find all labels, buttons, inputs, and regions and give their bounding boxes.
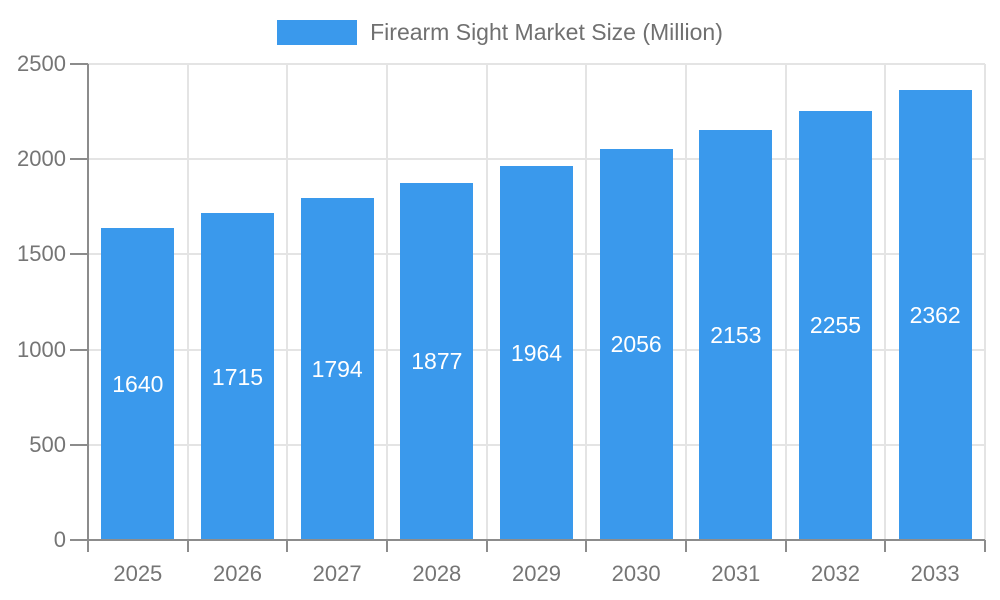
x-tick-mark: [685, 540, 687, 552]
y-tick-label: 500: [29, 431, 66, 457]
x-tick-mark: [485, 540, 488, 552]
y-tick-label: 0: [53, 527, 66, 552]
bar[interactable]: [599, 148, 673, 540]
v-gridline: [286, 64, 289, 540]
v-gridline: [186, 64, 189, 540]
x-axis-line: [70, 539, 985, 541]
y-axis-line: [87, 64, 89, 552]
y-tick-label: 1500: [17, 241, 66, 267]
h-gridline: [88, 158, 985, 161]
y-tick-label: 1000: [17, 336, 66, 362]
y-tick-label: 2500: [17, 51, 66, 76]
x-tick-mark: [984, 540, 986, 552]
bar[interactable]: [101, 227, 175, 540]
x-tick-label: 2033: [910, 561, 960, 586]
x-tick-label: 2030: [611, 561, 661, 586]
v-gridline: [884, 64, 887, 540]
x-tick-mark: [386, 540, 388, 552]
bar[interactable]: [300, 198, 374, 540]
y-tick-mark: [70, 253, 88, 256]
v-gridline: [485, 64, 488, 540]
y-tick-mark: [70, 443, 88, 446]
v-gridline: [685, 64, 687, 540]
v-gridline: [585, 64, 588, 540]
y-tick-mark: [70, 63, 88, 65]
legend-label: Firearm Sight Market Size (Million): [370, 18, 723, 45]
bar[interactable]: [400, 182, 474, 540]
bar[interactable]: [500, 166, 573, 540]
bar[interactable]: [699, 130, 773, 540]
x-tick-label: 2032: [811, 561, 860, 586]
legend-item[interactable]: Firearm Sight Market Size (Million): [0, 17, 1000, 47]
x-tick-label: 2026: [213, 561, 262, 586]
y-tick-mark: [70, 158, 88, 161]
x-tick-label: 2029: [512, 561, 561, 586]
h-gridline: [88, 63, 985, 65]
x-tick-mark: [884, 540, 887, 552]
bar[interactable]: [201, 213, 274, 540]
legend-swatch: [277, 19, 358, 45]
x-tick-mark: [286, 540, 289, 552]
bar[interactable]: [799, 110, 872, 540]
x-tick-label: 2025: [113, 561, 163, 586]
bar[interactable]: [898, 90, 972, 540]
y-tick-mark: [70, 348, 88, 351]
x-tick-mark: [784, 540, 787, 552]
v-gridline: [784, 64, 787, 540]
y-tick-label: 2000: [17, 146, 66, 172]
v-gridline: [386, 64, 388, 540]
x-tick-mark: [186, 540, 189, 552]
x-tick-label: 2027: [312, 561, 362, 586]
x-tick-label: 2028: [412, 561, 462, 586]
x-tick-mark: [585, 540, 588, 552]
v-gridline: [984, 64, 986, 540]
x-tick-label: 2031: [711, 561, 761, 586]
